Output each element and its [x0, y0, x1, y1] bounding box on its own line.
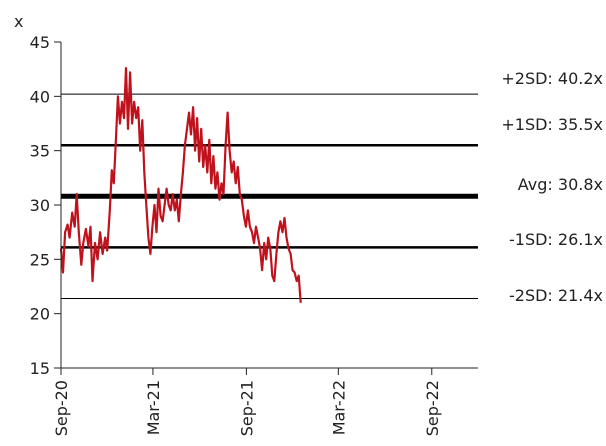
x-tick-label: Sep-20	[52, 380, 71, 436]
series-line	[59, 67, 302, 303]
y-tick-label: 45	[30, 33, 50, 52]
y-tick-label: 35	[30, 142, 50, 161]
y-tick-label: 15	[30, 359, 50, 378]
x-tick-label: Sep-22	[423, 380, 442, 436]
y-tick-label: 30	[30, 196, 50, 215]
axes	[60, 42, 478, 369]
y-tick-label: 25	[30, 250, 50, 269]
series-layer	[59, 67, 302, 303]
y-tick-label: 40	[30, 87, 50, 106]
band-label: +1SD: 35.5x	[501, 115, 603, 134]
y-tick-label: 20	[30, 305, 50, 324]
band-label: Avg: 30.8x	[518, 175, 603, 194]
y-axis-label: x	[14, 12, 23, 31]
band-label: -2SD: 21.4x	[509, 286, 603, 305]
y-ticks: 15 20 25 30 35 40 45	[30, 33, 61, 378]
x-tick-label: Mar-21	[144, 380, 163, 435]
band-label: -1SD: 26.1x	[509, 230, 603, 249]
x-ticks: Sep-20 Mar-21 Sep-21 Mar-22 Sep-22	[52, 368, 442, 436]
sd-bands: +2SD: 40.2x +1SD: 35.5x Avg: 30.8x -1SD: 26…	[61, 69, 603, 305]
x-tick-label: Sep-21	[237, 380, 256, 436]
x-tick-label: Mar-22	[329, 380, 348, 435]
band-label: +2SD: 40.2x	[501, 69, 603, 88]
